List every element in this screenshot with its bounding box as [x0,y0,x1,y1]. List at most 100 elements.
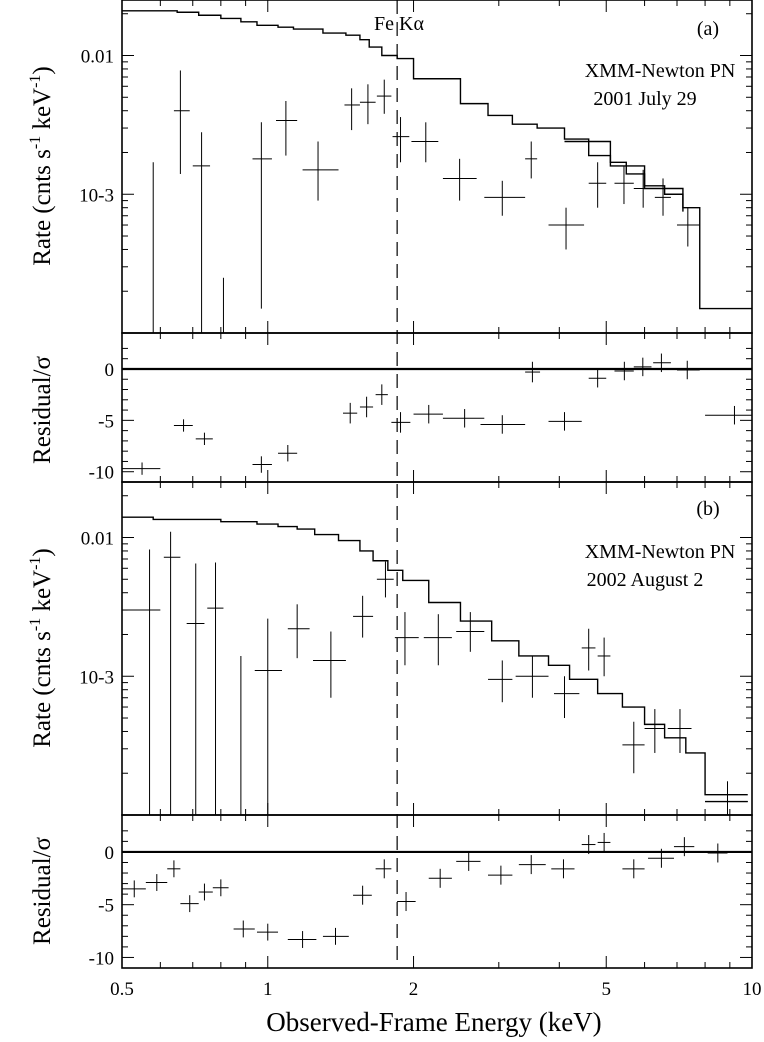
residual-data-point [614,361,634,381]
residual-data-point [342,402,358,424]
panel-b-residual-ylabel: Residual/σ [29,837,56,945]
residual-data-point [588,368,607,388]
residual-y-tick-label: 0 [105,360,115,381]
rate-data-point [676,207,700,247]
panel-b-date: 2002 August 2 [587,569,704,591]
rate-data-point [353,595,374,638]
residual-data-point [122,462,161,475]
x-tick-label: 5 [601,979,611,1000]
rate-data-point [376,79,392,114]
rate-data-point [488,660,513,703]
rate-data-point [515,655,549,698]
residual-data-point [480,415,526,434]
rate-data-point [218,277,229,334]
panel-a-label: (a) [697,18,719,40]
rate-y-tick-label: 0.01 [81,47,114,68]
residual-data-point [622,859,645,879]
residual-data-point [525,361,541,383]
residual-data-point [256,923,279,941]
residual-data-point [488,865,513,885]
rate-data-point [163,531,181,815]
rate-data-point [142,162,161,334]
residual-data-point [597,832,611,852]
panel-b: (b) XMM-Newton PN 2002 August 2 0.01 10-3… [79,481,753,969]
residual-data-point [673,837,695,857]
rate-data-point [313,631,346,698]
residual-data-point [676,360,700,380]
x-tick-label: 0.5 [110,979,134,1000]
panel-a-data-points [142,70,700,334]
rate-data-point [548,207,585,250]
panel-b-ticks [121,482,753,968]
residual-data-point [391,412,411,433]
x-tick-label: 2 [409,979,419,1000]
panel-b-rate-frame [121,481,753,816]
model-step-line [122,516,748,796]
rate-data-point [173,70,190,174]
residual-data-point [705,405,752,425]
rate-data-point [411,122,439,163]
panel-b-label: (b) [696,498,719,520]
residual-data-point [145,874,168,891]
rate-data-point [231,655,251,816]
panel-a-model [122,10,752,310]
rate-data-point [207,562,224,815]
residual-data-point [322,927,349,945]
rate-data-point [186,563,205,815]
residual-data-point [707,843,728,863]
residual-data-point [653,353,671,373]
rate-y-tick-label: 0.01 [81,529,114,550]
residual-data-point [198,883,213,901]
x-tick-labels: 0.5 1 2 5 10 [110,979,761,1000]
panel-a-date: 2001 July 29 [593,88,696,110]
rate-data-point [442,158,477,201]
panel-b-rate-ylabel: Rate (cnts s-1 keV-1) [27,548,56,748]
panel-a-rate-ylabel: Rate (cnts s-1 keV-1) [27,66,56,266]
panel-a-rate-frame [121,0,753,334]
rate-data-point [287,604,310,659]
rate-data-point [484,180,526,216]
residual-data-point [375,384,388,405]
rate-y-tick-label: 10-3 [79,185,114,206]
rate-data-point [456,612,485,652]
panel-b-residual-points [122,832,752,948]
residual-data-point [648,848,674,868]
residual-data-point [287,931,317,948]
residual-data-point [173,419,193,432]
residual-data-point [167,860,181,878]
rate-data-point [359,84,376,125]
residual-data-point [278,445,298,462]
residual-data-point [413,404,443,424]
residual-data-point [353,885,372,905]
panel-b-residual-frame [121,814,753,969]
rate-data-point [622,721,645,774]
x-tick-label: 10 [743,979,762,1000]
rate-data-point [302,141,339,201]
residual-data-point [359,396,374,418]
model-step-line [122,10,752,310]
residual-data-point [180,895,199,913]
rate-data-point [254,618,282,815]
residual-data-point [212,879,229,897]
panel-b-data-points [122,531,748,816]
panel-b-instrument: XMM-Newton PN [585,541,736,563]
residual-y-tick-label: -10 [89,463,114,484]
rate-data-point [614,165,634,205]
rate-data-point [667,709,692,753]
rate-data-point [588,162,607,208]
panel-a-ticks [121,0,753,482]
rate-data-point [581,628,596,671]
rate-data-point [252,122,272,309]
residual-data-point [397,892,416,912]
rate-data-point [525,141,538,179]
residual-y-tick-label: -10 [89,948,114,969]
x-tick-label: 1 [263,979,273,1000]
residual-data-point [548,412,582,431]
panel-a-residual-points [122,353,752,475]
rate-data-point [633,169,652,208]
panel-a-instrument: XMM-Newton PN [585,60,736,82]
residual-data-point [252,456,272,473]
panel-a-axis-labels: 0.01 10-3 0 -5 -10 [79,47,114,484]
residual-data-point [122,880,146,898]
